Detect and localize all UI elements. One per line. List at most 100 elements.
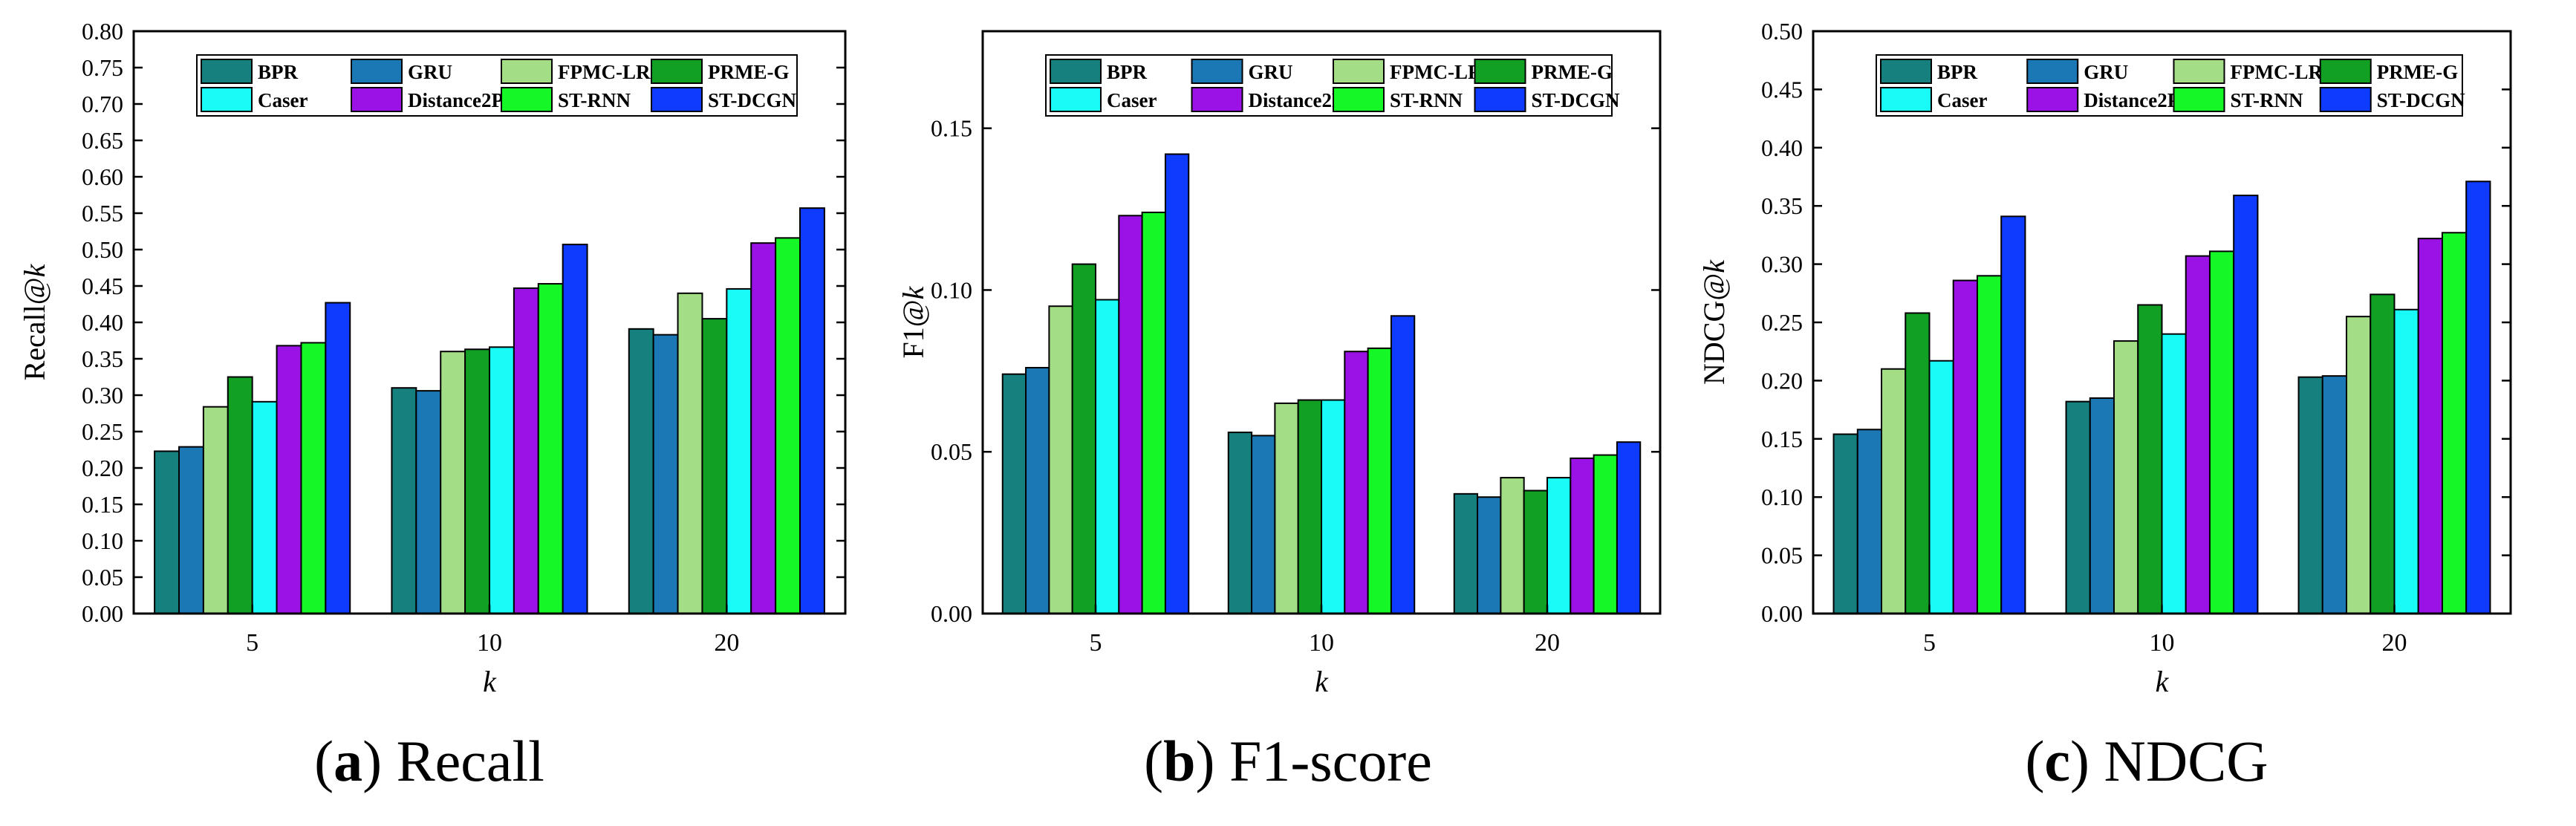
bar-gru-k20 (1477, 496, 1502, 615)
x-axis-label: k (1315, 665, 1329, 698)
bar-gru-k10 (2089, 397, 2115, 614)
legend-swatch-bpr (1880, 59, 1932, 84)
y-tick-label: 0.45 (82, 273, 123, 299)
legend-swatch-st-rnn (501, 87, 553, 112)
y-tick-label: 0.05 (931, 438, 972, 465)
x-tick-label: 5 (246, 629, 258, 657)
bar-gru-k5 (1856, 429, 1883, 614)
bar-caser-k20 (726, 287, 752, 614)
bar-fpmc-lr-k20 (1500, 477, 1525, 614)
bar-st-dcgn-k20 (799, 207, 825, 614)
legend-label-fpmc-lr: FPMC-LR (558, 61, 651, 83)
bar-caser-k20 (2393, 308, 2419, 614)
legend-swatch-distance2pre (2026, 87, 2079, 112)
bar-bpr-k5 (154, 450, 180, 615)
legend-swatch-st-dcgn (651, 87, 703, 112)
bar-prme-g-k10 (2137, 304, 2163, 614)
bar-bpr-k20 (2297, 376, 2323, 614)
bar-caser-k5 (251, 400, 278, 614)
bar-st-rnn-k20 (1593, 454, 1618, 614)
y-tick-label: 0.15 (82, 491, 123, 518)
bar-gru-k10 (1251, 435, 1276, 615)
bar-st-dcgn-k10 (2233, 195, 2259, 614)
bar-distance2pre-k10 (513, 287, 539, 614)
bar-st-dcgn-k10 (1390, 315, 1416, 614)
bar-st-dcgn-k5 (325, 302, 351, 614)
bar-prme-g-k20 (701, 318, 728, 614)
bar-caser-k5 (1095, 299, 1120, 614)
legend-swatch-st-dcgn (2319, 87, 2372, 112)
bar-prme-g-k20 (1523, 490, 1548, 614)
bar-st-rnn-k20 (775, 237, 801, 614)
legend-label-caser: Caser (1107, 89, 1157, 111)
legend-label-caser: Caser (1937, 89, 1987, 111)
bar-caser-k20 (1546, 477, 1572, 614)
chart-ndcg: 0.00 0.05 0.10 0.15 0.20 0.25 0.30 0.35 0.40 0.45… (1697, 18, 2512, 698)
legend-label-st-rnn: ST-RNN (2231, 89, 2304, 111)
x-tick-label: 20 (2382, 629, 2407, 657)
y-tick-label: 0.30 (1761, 251, 1803, 278)
bar-fpmc-lr-k5 (202, 406, 229, 614)
bar-gru-k10 (415, 390, 442, 614)
x-tick-label: 5 (1090, 629, 1102, 657)
legend-swatch-prme-g (651, 59, 703, 84)
bar-bpr-k20 (628, 328, 654, 614)
y-tick-label: 0.15 (931, 115, 972, 142)
legend-label-fpmc-lr: FPMC-LR (2231, 61, 2323, 83)
bar-prme-g-k5 (1071, 263, 1096, 614)
bar-st-dcgn-k20 (2465, 181, 2491, 615)
bar-st-rnn-k10 (537, 283, 564, 614)
bar-bpr-k10 (1227, 432, 1253, 614)
y-tick-label: 0.05 (82, 564, 123, 591)
y-tick-label: 0.25 (1761, 309, 1803, 336)
legend-label-prme-g: PRME-G (1532, 61, 1613, 83)
legend-label-fpmc-lr: FPMC-LR (1390, 61, 1483, 83)
y-axis-label: Recall@k (18, 263, 51, 380)
legend-swatch-distance2pre (1191, 87, 1243, 112)
y-axis-label-base: F1@ (897, 299, 930, 358)
bar-distance2pre-k10 (2185, 255, 2211, 614)
bar-bpr-k10 (2065, 400, 2091, 615)
legend-swatch-st-dcgn (1474, 87, 1526, 112)
bar-fpmc-lr-k20 (2346, 316, 2372, 614)
y-tick-label: 0.30 (82, 382, 123, 409)
bar-st-rnn-k10 (2208, 250, 2235, 614)
x-tick-label: 10 (2150, 629, 2175, 657)
bar-fpmc-lr-k5 (1881, 368, 1907, 614)
bar-gru-k20 (2321, 375, 2348, 614)
bar-gru-k20 (652, 334, 679, 614)
bar-bpr-k10 (391, 387, 417, 614)
bar-fpmc-lr-k5 (1048, 305, 1073, 614)
bar-prme-g-k5 (1905, 312, 1931, 614)
bar-bpr-k5 (1001, 373, 1027, 614)
bar-distance2pre-k5 (1952, 279, 1978, 614)
y-axis-label-k: k (1697, 259, 1731, 273)
x-tick-label: 20 (1535, 629, 1560, 657)
bar-st-dcgn-k10 (562, 244, 588, 614)
y-axis-label: NDCG@k (1697, 259, 1731, 385)
bar-st-dcgn-k5 (2000, 215, 2026, 614)
legend-label-prme-g: PRME-G (708, 61, 789, 83)
bar-distance2pre-k5 (1118, 215, 1143, 614)
y-tick-label: 0.60 (82, 163, 123, 190)
legend-label-gru: GRU (2084, 61, 2128, 83)
y-tick-label: 0.50 (1761, 18, 1803, 45)
bar-prme-g-k10 (464, 348, 490, 614)
legend-label-gru: GRU (408, 61, 452, 83)
legend-swatch-fpmc-lr (1333, 59, 1385, 84)
y-axis-label-k: k (18, 263, 51, 277)
legend-swatch-fpmc-lr (2173, 59, 2225, 84)
y-tick-label: 0.70 (82, 91, 123, 117)
bar-st-rnn-k5 (300, 342, 327, 614)
legend-label-bpr: BPR (258, 61, 299, 83)
bar-fpmc-lr-k20 (677, 292, 703, 614)
y-tick-label: 0.05 (1761, 542, 1803, 569)
legend-label-gru: GRU (1249, 61, 1293, 83)
legend-swatch-gru (2026, 59, 2079, 84)
x-axis-label: k (2156, 665, 2170, 698)
x-tick-label: 10 (477, 629, 502, 657)
bar-st-rnn-k5 (1141, 211, 1166, 614)
y-tick-label: 0.15 (1761, 426, 1803, 452)
bar-bpr-k20 (1453, 492, 1479, 614)
